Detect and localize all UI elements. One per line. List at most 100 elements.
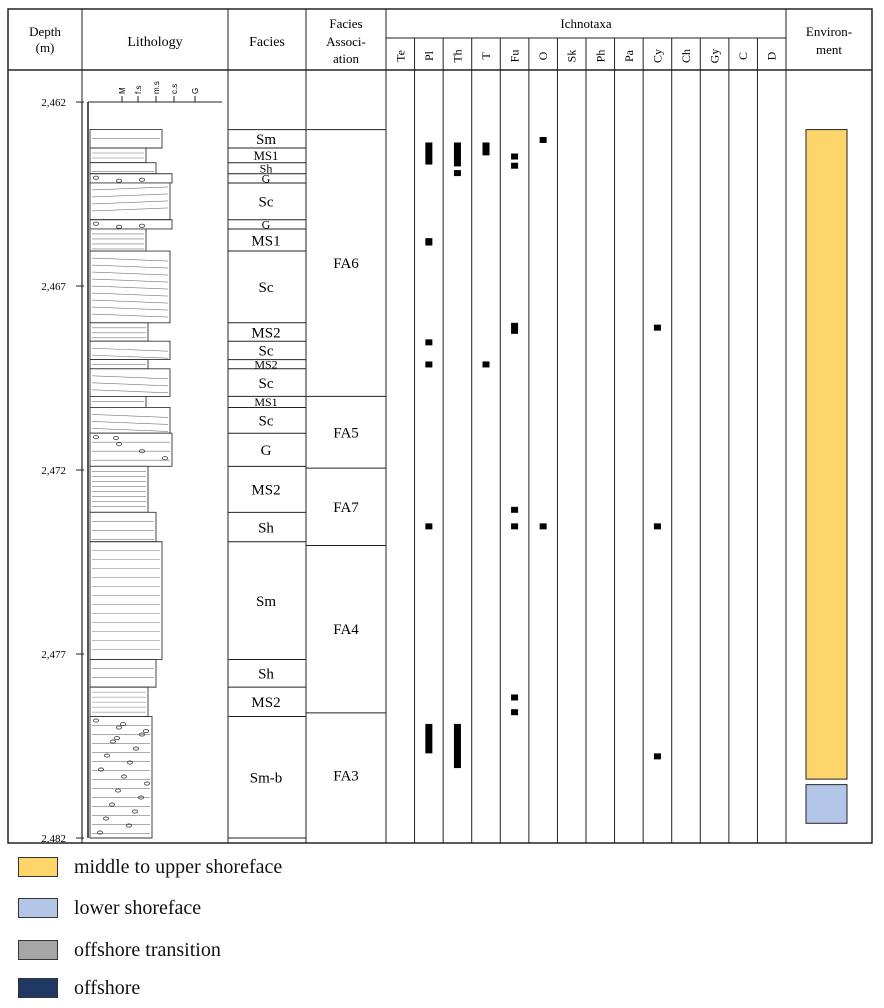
ichnotaxon-label: Ph — [593, 50, 607, 63]
clast — [98, 767, 105, 772]
ichnotaxon-occurrence — [511, 523, 519, 530]
facies-association-header: ation — [333, 51, 359, 66]
legend-label: lower shoreface — [74, 896, 202, 919]
ichnotaxon-occurrence — [539, 523, 547, 530]
ichnotaxon-occurrence — [482, 142, 490, 156]
clast — [93, 221, 100, 226]
legend-label: middle to upper shoreface — [74, 855, 283, 878]
depth-tick-label: 2,472 — [41, 465, 66, 477]
ichnotaxon-occurrence — [511, 153, 519, 160]
legend-swatch — [18, 978, 58, 998]
ichnotaxon-label: Pl — [422, 50, 436, 61]
clast — [121, 774, 128, 779]
lamination — [91, 271, 169, 276]
association-label: FA4 — [333, 622, 359, 638]
legend-item-lower-shoreface: lower shoreface — [18, 895, 201, 921]
lamination — [91, 292, 169, 297]
clast — [138, 223, 145, 228]
clast — [93, 718, 100, 723]
lithology-bed — [89, 368, 171, 397]
facies-label: MS2 — [251, 695, 280, 711]
ichnotaxon-label: Fu — [508, 50, 522, 63]
ichnotaxon-label: Te — [393, 50, 407, 62]
clast — [143, 781, 150, 786]
clast — [116, 725, 123, 730]
ichnotaxon-occurrence — [511, 694, 519, 701]
clast — [138, 177, 145, 182]
lithology-bed — [89, 465, 149, 513]
clast — [97, 830, 104, 835]
clast — [161, 456, 168, 461]
ichnotaxon-label: Pa — [622, 49, 636, 62]
facies-label: Sc — [259, 280, 274, 296]
ichnotaxon-occurrence — [425, 361, 433, 368]
lithology-bed — [89, 406, 171, 434]
ichnotaxon-label: Ch — [679, 49, 693, 63]
stratigraphic-log-figure: Depth (m) Lithology Facies Facies Associ… — [7, 8, 873, 845]
clast — [115, 788, 122, 793]
lithology-bed — [89, 228, 147, 252]
clast — [103, 816, 110, 821]
ichnotaxon-occurrence — [653, 324, 661, 331]
ichnotaxon-occurrence — [539, 136, 547, 143]
ichnotaxon-occurrence — [511, 162, 519, 169]
lithology-bed — [89, 359, 149, 370]
clast — [138, 449, 145, 454]
clast — [132, 746, 139, 751]
ichnotaxon-occurrence — [511, 322, 519, 334]
association-label: FA6 — [333, 256, 359, 272]
lithology-bed — [89, 659, 157, 688]
lithology-bed — [89, 250, 171, 324]
clast — [142, 729, 149, 734]
grain-scale-label: c.s — [170, 84, 179, 94]
ichnotaxon-occurrence — [453, 142, 461, 167]
facies-label: Sh — [260, 161, 273, 175]
depth-scale: 2,462 2,467 2,472 2,477 2,482 — [41, 97, 84, 845]
facies-label: Sh — [258, 667, 274, 683]
ichnotaxon-occurrence — [511, 506, 519, 513]
ichnotaxon-label: Cy — [650, 49, 664, 63]
grain-scale-label: M — [118, 87, 127, 94]
depth-tick-label: 2,467 — [41, 281, 66, 293]
legend-swatch — [18, 898, 58, 918]
grain-scale-label: G — [191, 88, 200, 94]
depth-tick-label: 2,482 — [41, 833, 66, 845]
lamination — [91, 428, 169, 432]
ichnotaxon-label: D — [765, 51, 779, 60]
lithology-bed — [89, 173, 173, 184]
facies-label: Sc — [259, 344, 274, 360]
lithology-bed — [89, 147, 147, 164]
clast — [137, 795, 144, 800]
lamination — [91, 354, 169, 359]
grain-scale-label: f.s — [134, 86, 143, 94]
facies-label: Sc — [259, 195, 274, 211]
lamination — [91, 285, 169, 290]
legend-item-offshore-transition: offshore transition — [18, 937, 221, 963]
lithology-bed — [89, 340, 171, 361]
lamination — [91, 299, 169, 304]
lithology-bed — [89, 322, 149, 342]
association-label: FA7 — [333, 500, 359, 516]
legend-item-offshore: offshore — [18, 975, 140, 1001]
lithology-bed — [89, 162, 157, 175]
facies-label: G — [261, 443, 272, 459]
depth-unit-header: (m) — [36, 40, 55, 55]
facies-label: Sm-b — [250, 771, 283, 787]
clast — [120, 722, 127, 727]
depth-header: Depth — [29, 24, 61, 39]
ichnotaxon-occurrence — [425, 723, 433, 754]
facies-label: Sc — [259, 376, 274, 392]
clast — [138, 732, 145, 737]
lamination — [91, 347, 169, 352]
table-frame — [7, 8, 873, 844]
ichnotaxon-label: T — [479, 52, 493, 60]
legend-label: offshore — [74, 976, 141, 999]
lithology-bed — [89, 432, 173, 467]
clast — [93, 175, 100, 180]
facies-label: MS1 — [251, 233, 280, 249]
lamination — [91, 278, 169, 283]
facies-column: SmMS1ShGScGMS1ScMS2ScMS2ScMS1ScGMS2ShSmS… — [228, 129, 306, 839]
clast — [116, 442, 123, 447]
lithology-bed — [89, 219, 173, 230]
